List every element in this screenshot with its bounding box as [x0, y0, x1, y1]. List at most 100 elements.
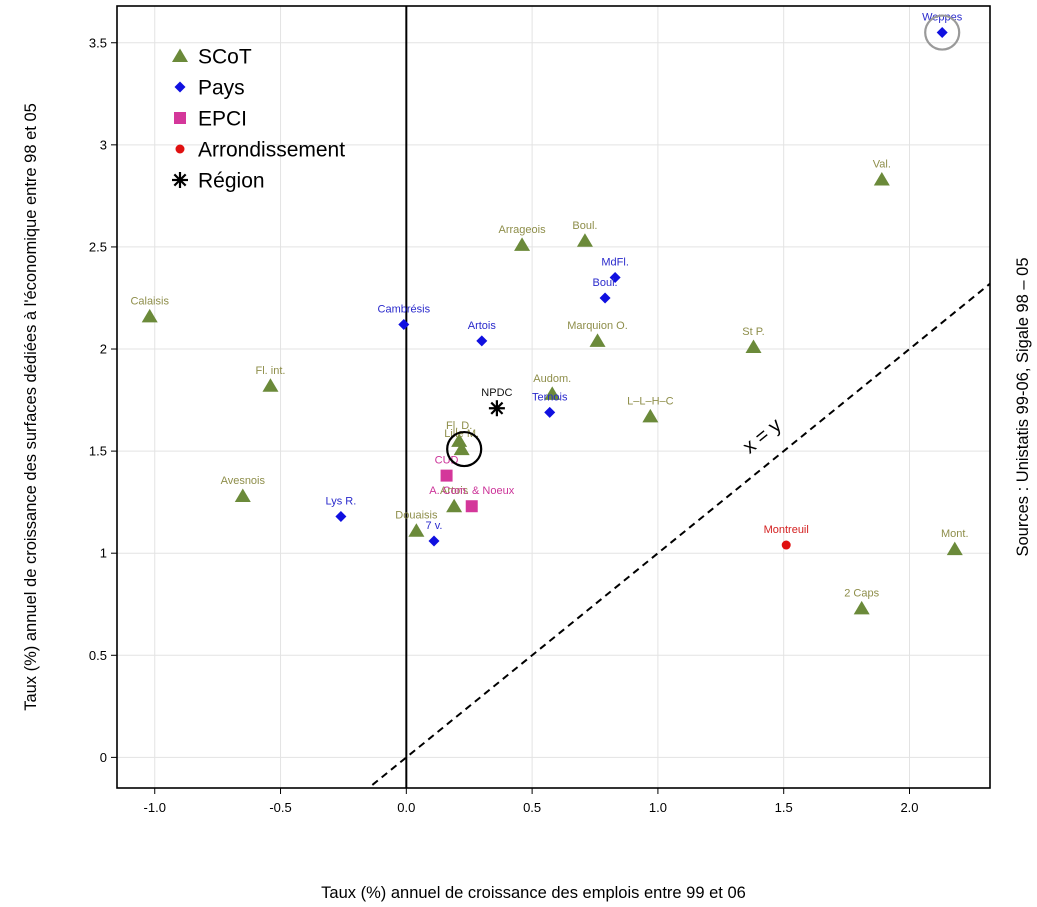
- y-tick-label: 0: [100, 750, 107, 765]
- point-label: Boul.: [572, 220, 597, 232]
- legend-label: Arrondissement: [198, 139, 345, 162]
- legend-marker: [175, 144, 185, 154]
- point-marker: [589, 333, 606, 347]
- point-label: Fl. int.: [255, 365, 285, 377]
- y-tick-label: 3: [100, 137, 107, 152]
- point-label: Cambrésis: [378, 304, 431, 316]
- point-label: L–L–H–C: [627, 395, 674, 407]
- point-pays-mdfl: MdFl.: [601, 257, 629, 284]
- y-axis-title: Taux (%) annuel de croissance des surfac…: [22, 103, 40, 711]
- point-region-npdc: NPDC: [481, 387, 513, 417]
- x-tick-label: 1.0: [649, 800, 667, 815]
- highlight-circle: [924, 14, 961, 51]
- point-scot-boul: Boul.: [572, 220, 597, 247]
- legend-marker: [174, 81, 186, 93]
- point-scot-l-l-h-c: L–L–H–C: [627, 395, 674, 423]
- point-marker: [745, 339, 762, 353]
- point-label: St P.: [742, 326, 764, 338]
- axis-ticks: -1.0 -0.5 0.0 0.5 1.0 1.5 2.0 0 0.5 1 1.5 2 2.5 3 3.5: [89, 35, 919, 815]
- point-pays-cambresis: Cambrésis: [378, 304, 431, 331]
- x-tick-label: -1.0: [144, 800, 166, 815]
- point-label: Ternois: [532, 391, 568, 403]
- point-marker: [465, 500, 478, 513]
- point-label: Arrageois: [499, 224, 547, 236]
- source-note: Sources : Unistatis 99-06, Sigale 98 – 0…: [1014, 257, 1032, 556]
- point-scot-douaisis: Douaisis: [395, 510, 438, 537]
- point-label: Calaisis: [130, 295, 169, 307]
- point-marker: [544, 406, 556, 418]
- point-scot-2-caps: 2 Caps: [844, 587, 880, 615]
- legend-entry-scot: SCoT: [172, 46, 252, 69]
- point-label: Audom.: [533, 373, 571, 385]
- point-marker: [234, 488, 251, 503]
- point-scot-fl-d: Fl. D.: [446, 420, 472, 447]
- x-tick-label: 2.0: [900, 800, 918, 815]
- point-pays-7-v: 7 v.: [426, 520, 442, 547]
- point-label: Boul.: [593, 277, 618, 289]
- x-tick-label: 0.0: [397, 800, 415, 815]
- legend-entry-arrondissement: Arrondissement: [175, 139, 345, 162]
- point-label: Lys R.: [326, 495, 357, 507]
- point-marker: [141, 308, 158, 323]
- diagonal-x-equals-y-line: [371, 282, 991, 786]
- point-scot-calaisis: Calaisis: [130, 295, 169, 323]
- point-scot-mont: Mont.: [941, 528, 969, 556]
- point-arrondissement-montreuil: Montreuil: [764, 524, 809, 550]
- point-pays-boul: Boul.: [593, 277, 618, 304]
- point-marker: [642, 408, 659, 423]
- point-label: Avesnois: [221, 475, 266, 487]
- point-marker: [853, 600, 870, 615]
- point-label: Artois: [440, 485, 469, 497]
- y-tick-label: 1.5: [89, 444, 107, 459]
- point-marker: [946, 541, 963, 556]
- legend-label: SCoT: [198, 46, 252, 69]
- legend: SCoT Pays EPCI Arrondissement Région: [172, 46, 345, 193]
- point-marker: [451, 433, 468, 447]
- point-label: Montreuil: [764, 524, 809, 536]
- plot-frame: [116, 5, 991, 789]
- legend-entry-region: Région: [172, 170, 265, 193]
- diagonal-line-label: x = y: [739, 414, 786, 458]
- point-label: Mont.: [941, 528, 969, 540]
- legend-entry-epci: EPCI: [174, 108, 247, 131]
- point-scot-avesnois: Avesnois: [221, 475, 266, 503]
- point-scot-st-p: St P.: [742, 326, 765, 353]
- legend-label: Pays: [198, 77, 245, 100]
- legend-label: Région: [198, 170, 265, 193]
- point-pays-lys-r: Lys R.: [326, 495, 357, 522]
- point-label: MdFl.: [601, 257, 629, 269]
- legend-marker: [172, 48, 188, 62]
- point-label: Douaisis: [395, 510, 438, 522]
- point-marker: [335, 510, 347, 522]
- highlight-circle: [446, 430, 483, 468]
- data-points: Calaisis Fl. int. Avesnois Arrageois Boul. Ma…: [130, 12, 969, 615]
- point-marker: [446, 498, 463, 513]
- point-marker: [476, 335, 488, 347]
- point-scot-arrageois: Arrageois: [499, 224, 547, 251]
- reference-lines: x = y: [371, 6, 991, 788]
- point-marker: [781, 540, 791, 550]
- point-marker: [514, 237, 531, 251]
- point-marker: [936, 27, 948, 39]
- point-label: Weppes: [922, 12, 963, 24]
- point-label: CUD: [435, 455, 459, 467]
- point-marker: [576, 233, 593, 247]
- point-marker: [408, 523, 425, 537]
- point-label: A. Com. & Noeux: [429, 485, 514, 497]
- point-scot-val: Val.: [873, 159, 891, 186]
- x-axis-title: Taux (%) annuel de croissance des emploi…: [321, 884, 746, 902]
- point-label: NPDC: [481, 387, 512, 399]
- legend-label: EPCI: [198, 108, 247, 131]
- point-marker: [428, 535, 440, 547]
- y-tick-label: 3.5: [89, 35, 107, 50]
- y-tick-label: 0.5: [89, 648, 107, 663]
- point-label: 2 Caps: [844, 587, 879, 599]
- point-epci-a-com-noeux: A. Com. & Noeux: [429, 485, 515, 513]
- y-tick-label: 2: [100, 342, 107, 357]
- point-epci-cud: CUD: [435, 455, 459, 482]
- point-marker: [873, 172, 890, 186]
- point-pays-artois: Artois: [468, 320, 496, 347]
- point-scot-audom: Audom.: [533, 373, 571, 400]
- point-pays-ternois: Ternois: [532, 391, 568, 418]
- point-marker: [544, 386, 561, 400]
